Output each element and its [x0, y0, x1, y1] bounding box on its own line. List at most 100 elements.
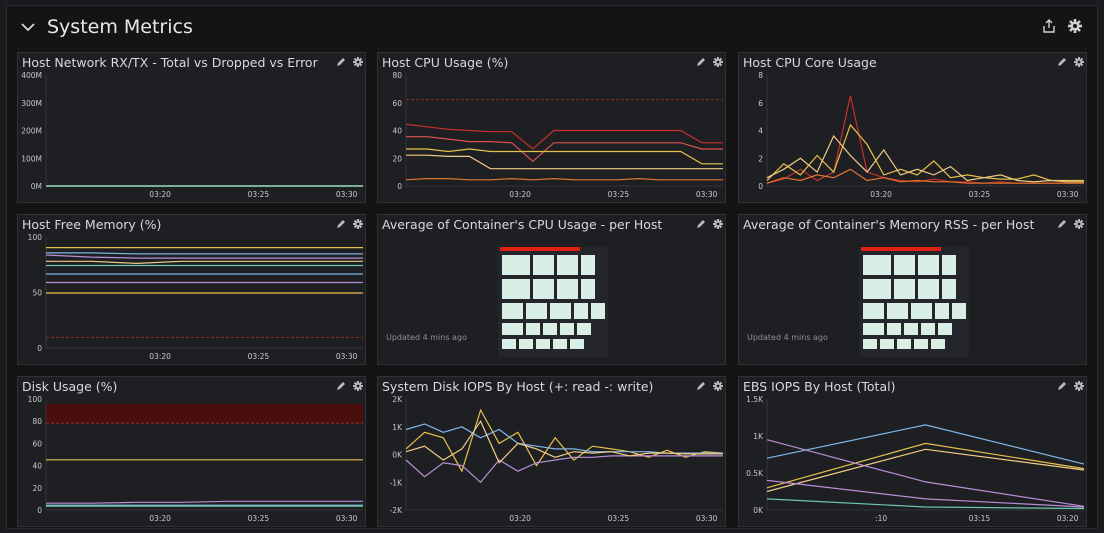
host-hex-cluster: [502, 323, 523, 335]
gear-icon[interactable]: [1073, 56, 1085, 68]
panel-title[interactable]: Host Network RX/TX - Total vs Dropped vs…: [22, 55, 318, 70]
x-tick-label: 03:30: [336, 190, 358, 199]
y-tick-label: 40: [32, 462, 42, 471]
pencil-icon[interactable]: [1056, 218, 1068, 230]
host-hex-cluster: [894, 279, 915, 299]
host-hex-cluster: [557, 279, 578, 299]
host-hex-cluster: [502, 279, 530, 299]
series-line: [405, 177, 723, 181]
x-tick-label: 03:25: [608, 190, 630, 199]
host-hex-cluster: [938, 323, 952, 335]
chevron-down-icon[interactable]: [19, 18, 37, 36]
host-hex-cluster: [519, 339, 533, 349]
host-hex-cluster: [904, 323, 918, 335]
panel-title[interactable]: EBS IOPS By Host (Total): [743, 379, 896, 394]
host-hex-cluster: [574, 303, 588, 319]
panel-p5[interactable]: Average of Container's CPU Usage - per H…: [377, 214, 726, 365]
chart-area: 100 50 0 03:20 03:25 03:30: [28, 233, 363, 361]
gear-icon[interactable]: [712, 218, 724, 230]
panel-p4[interactable]: Host Free Memory (%) 100 50 0 03:20 03:25 03:3…: [17, 214, 366, 365]
series-line: [766, 442, 1085, 489]
pencil-icon[interactable]: [695, 380, 707, 392]
x-tick-label: :10: [875, 514, 887, 523]
host-hex-cluster: [931, 339, 945, 349]
y-tick-label: 1.5K: [746, 395, 764, 404]
y-tick-label: -1K: [390, 478, 403, 487]
panel-title[interactable]: System Disk IOPS By Host (+: read -: wri…: [382, 379, 654, 394]
gear-icon[interactable]: [712, 56, 724, 68]
panel-title[interactable]: Average of Container's Memory RSS - per …: [743, 217, 1035, 232]
series-line: [766, 479, 1085, 508]
chart-area: 80 60 40 20 0 03:20 03:25 03:30: [392, 71, 723, 199]
x-tick-label: 03:20: [149, 190, 171, 199]
gear-icon[interactable]: [352, 218, 364, 230]
pencil-icon[interactable]: [1056, 380, 1068, 392]
panel-p7[interactable]: Disk Usage (%) 100 80 60 40 20 0 03:20 03:25 03:3…: [17, 376, 366, 527]
x-tick-label: 03:30: [336, 352, 358, 361]
y-tick-label: 0: [758, 182, 763, 191]
pencil-icon[interactable]: [335, 380, 347, 392]
host-hex-cluster: [502, 339, 516, 349]
y-tick-label: 60: [392, 99, 402, 108]
y-tick-label: 40: [392, 127, 402, 136]
pencil-icon[interactable]: [695, 218, 707, 230]
host-hex-cluster: [942, 279, 956, 299]
pencil-icon[interactable]: [695, 56, 707, 68]
chart-area: 8 6 4 2 0 03:20 03:25 03:30: [758, 71, 1084, 199]
x-tick-label: 03:25: [248, 352, 270, 361]
host-hex-cluster: [533, 279, 554, 299]
panel-p2[interactable]: Host CPU Usage (%) 80 60 40 20 0 03:20 03:25 03:…: [377, 52, 726, 203]
series-line: [766, 424, 1085, 465]
gear-icon[interactable]: [712, 380, 724, 392]
y-tick-label: 8: [758, 71, 763, 80]
host-hex-cluster: [526, 303, 547, 319]
x-tick-label: 03:30: [336, 514, 358, 523]
pencil-icon[interactable]: [335, 218, 347, 230]
host-hex-cluster: [863, 303, 884, 319]
chart-area: 400M 300M 200M 100M 0M 03:20 03:25 03:30: [21, 71, 363, 199]
panel-title[interactable]: Disk Usage (%): [22, 379, 118, 394]
panel-p9[interactable]: EBS IOPS By Host (Total) 1.5K 1K 0.5K 0K:10 0…: [738, 376, 1087, 527]
y-tick-label: 0K: [392, 451, 403, 460]
panel-p6[interactable]: Average of Container's Memory RSS - per …: [738, 214, 1087, 365]
hostmap-alert-bar: [861, 247, 941, 251]
panel-p1[interactable]: Host Network RX/TX - Total vs Dropped vs…: [17, 52, 366, 203]
gear-icon[interactable]: [352, 56, 364, 68]
gear-icon[interactable]: [1067, 18, 1083, 34]
gear-icon[interactable]: [352, 380, 364, 392]
pencil-icon[interactable]: [335, 56, 347, 68]
gear-icon[interactable]: [1073, 218, 1085, 230]
y-tick-label: 0: [37, 506, 42, 515]
chart-area: 1.5K 1K 0.5K 0K:10 03:15 03:20: [746, 395, 1085, 523]
host-hex-cluster: [863, 255, 891, 275]
updated-text: Updated 4 mins ago: [747, 333, 828, 342]
panel-title[interactable]: Host CPU Core Usage: [743, 55, 877, 70]
gear-icon[interactable]: [1073, 380, 1085, 392]
y-tick-label: 20: [392, 154, 402, 163]
host-hex-cluster: [863, 279, 891, 299]
host-hex-cluster: [581, 279, 595, 299]
panel-p8[interactable]: System Disk IOPS By Host (+: read -: wri…: [377, 376, 726, 527]
host-hex-cluster: [557, 255, 578, 275]
y-tick-label: 100: [28, 233, 43, 242]
series-line: [46, 500, 363, 504]
series-line: [766, 498, 1085, 510]
panel-title[interactable]: Average of Container's CPU Usage - per H…: [382, 217, 663, 232]
panel-title[interactable]: Host Free Memory (%): [22, 217, 162, 232]
host-hex-cluster: [952, 303, 966, 319]
y-tick-label: 80: [392, 71, 402, 80]
share-icon[interactable]: [1041, 18, 1057, 34]
y-tick-label: 1K: [753, 432, 764, 441]
host-hex-cluster: [918, 279, 939, 299]
y-tick-label: 60: [32, 439, 42, 448]
host-hex-cluster: [942, 255, 956, 275]
x-tick-label: 03:15: [969, 514, 991, 523]
x-tick-label: 03:20: [509, 190, 531, 199]
panel-p3[interactable]: Host CPU Core Usage 8 6 4 2 0 03:20 03:25 03:30: [738, 52, 1087, 203]
series-line: [405, 455, 723, 484]
panel-title[interactable]: Host CPU Usage (%): [382, 55, 509, 70]
pencil-icon[interactable]: [1056, 56, 1068, 68]
y-tick-label: -2K: [390, 506, 403, 515]
x-tick-label: 03:25: [248, 514, 270, 523]
x-tick-label: 03:20: [149, 352, 171, 361]
